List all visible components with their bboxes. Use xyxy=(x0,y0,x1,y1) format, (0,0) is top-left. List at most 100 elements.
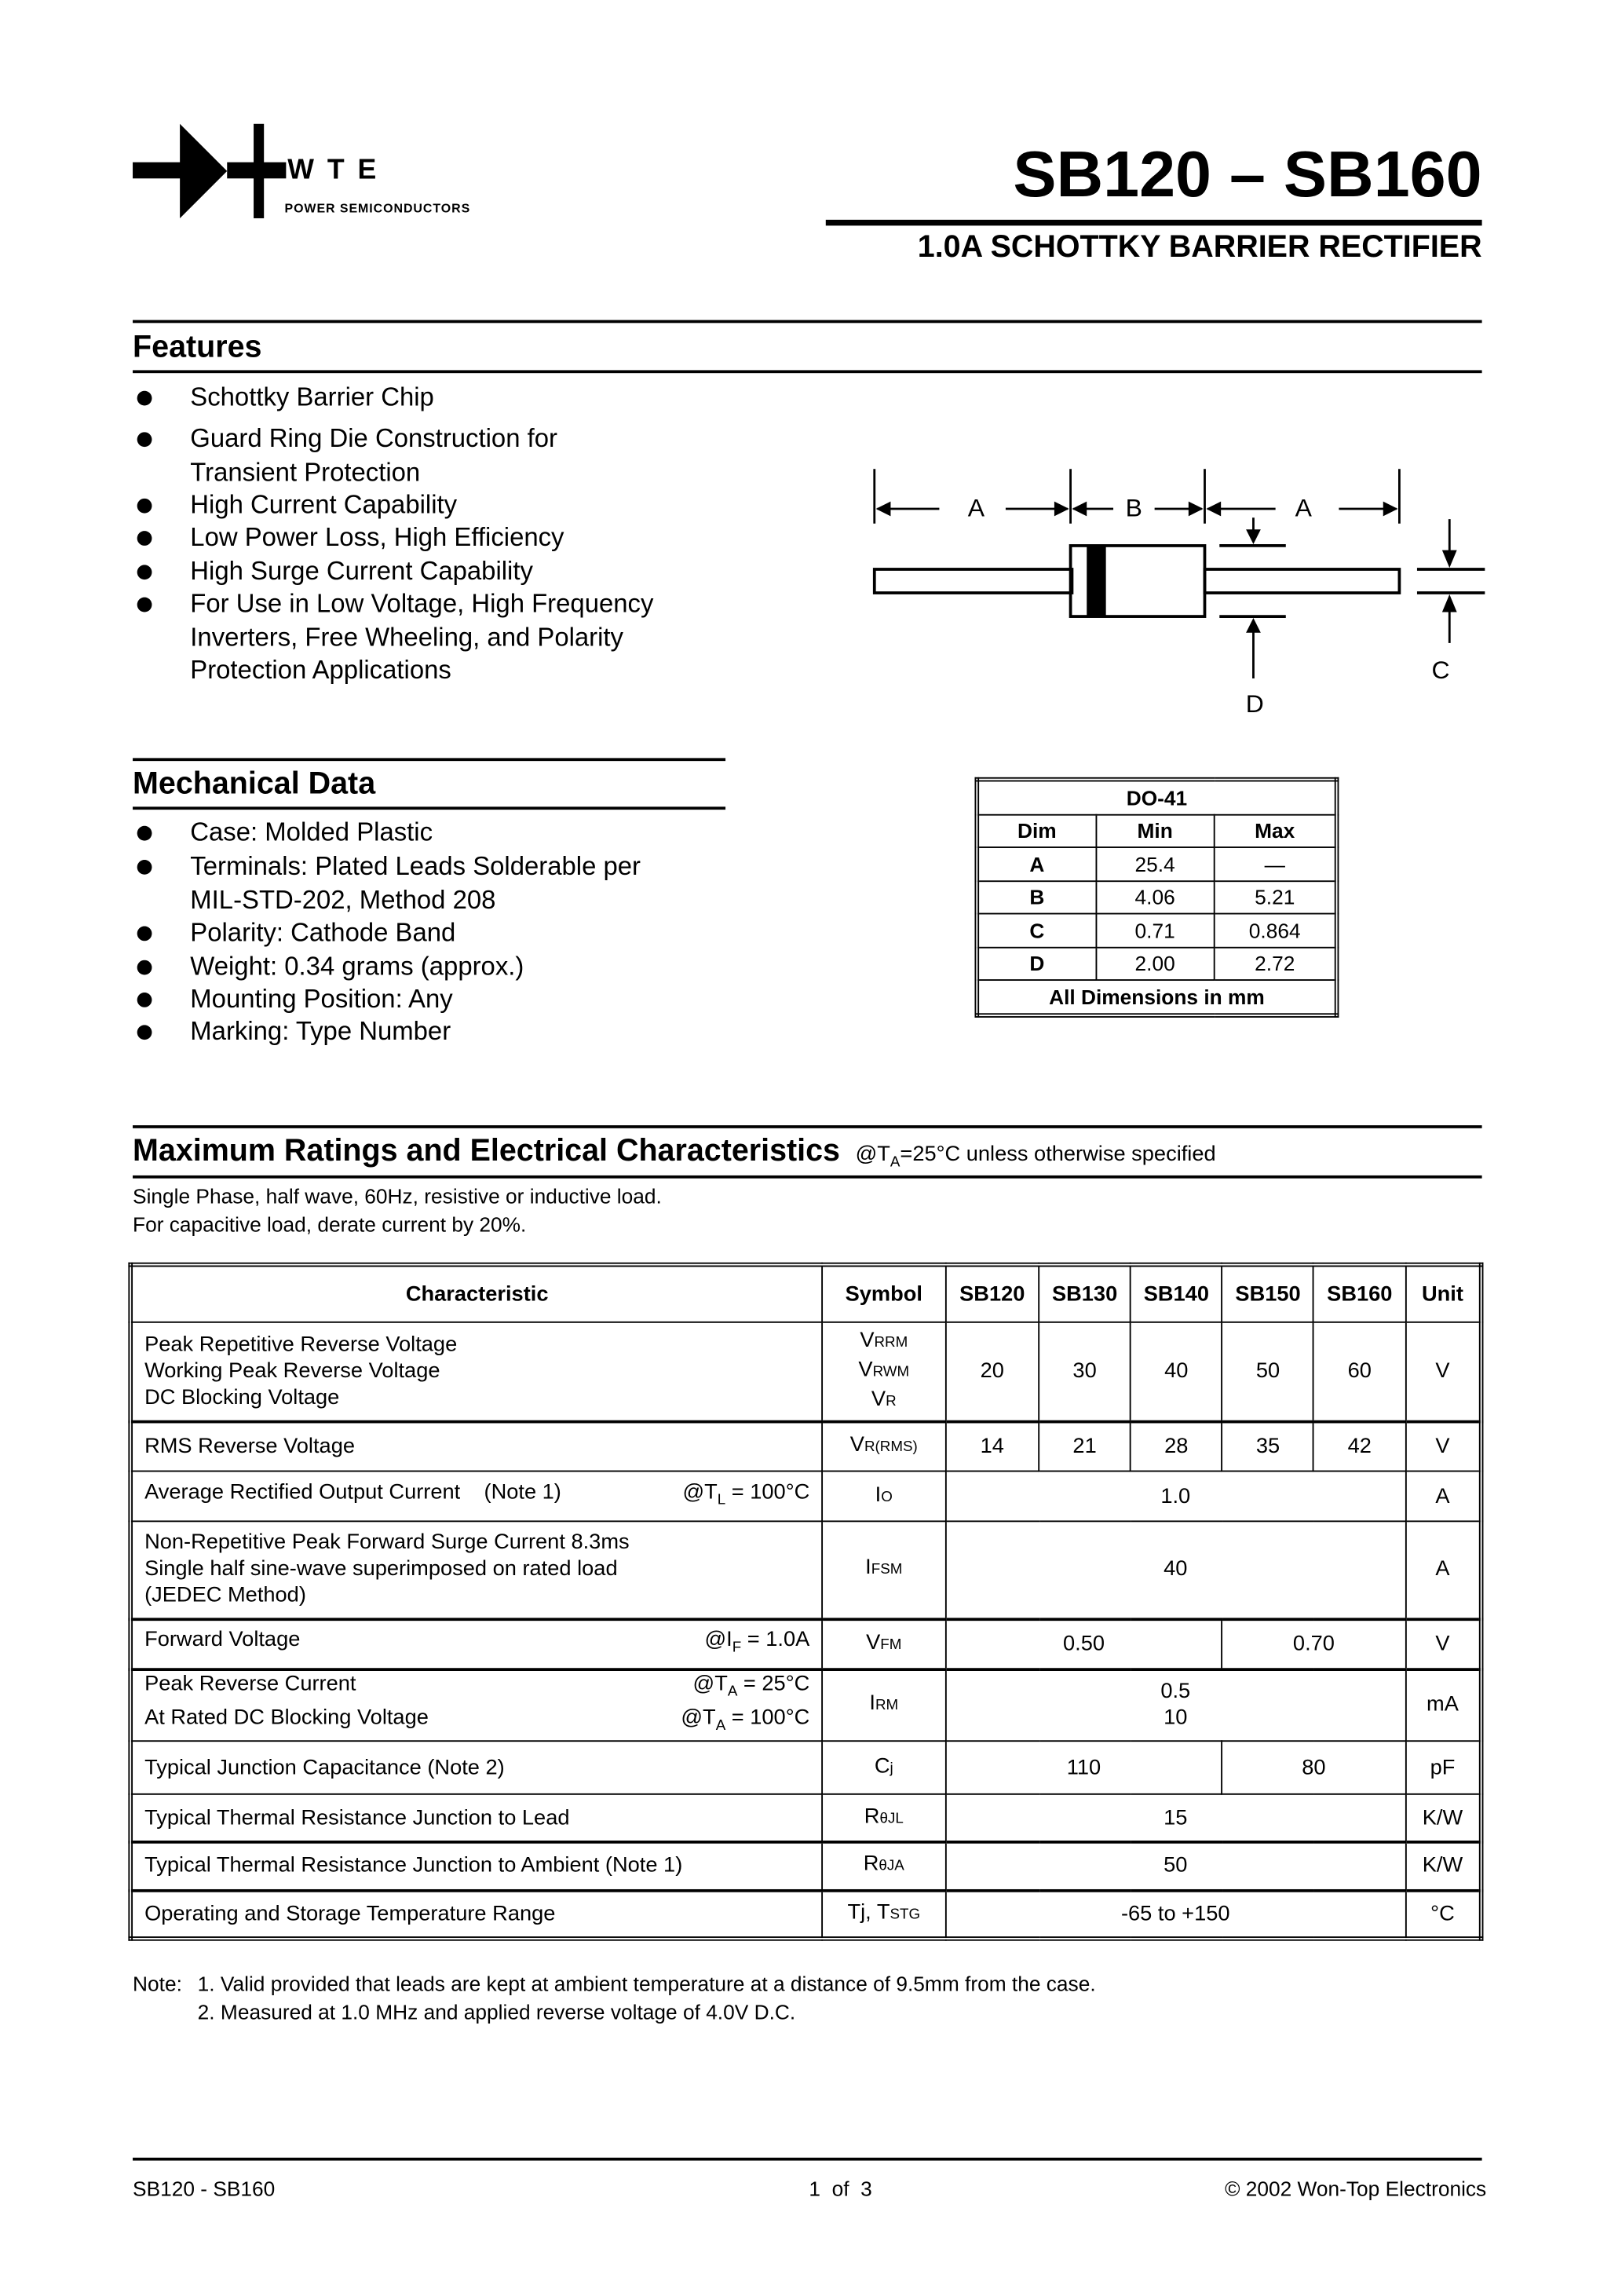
dimensions-footer: All Dimensions in mm xyxy=(976,979,1338,1016)
characteristic-cell: Typical Thermal Resistance Junction to L… xyxy=(130,1793,824,1843)
ratings-note: Single Phase, half wave, 60Hz, resistive… xyxy=(133,1184,662,1208)
characteristic-cell: Operating and Storage Temperature Range xyxy=(130,1888,824,1940)
footer-rule xyxy=(133,2157,1482,2161)
dim-cell: 5.21 xyxy=(1213,879,1338,915)
unit-cell: A xyxy=(1405,1520,1482,1620)
divider xyxy=(133,806,726,810)
col-header: SB140 xyxy=(1130,1263,1223,1323)
symbol-cell: IFSM xyxy=(821,1520,947,1620)
col-header: Dim xyxy=(976,813,1097,848)
symbol-cell: IO xyxy=(821,1470,947,1523)
dim-cell: 0.71 xyxy=(1094,912,1215,948)
col-header: SB150 xyxy=(1221,1263,1315,1323)
col-header: Symbol xyxy=(821,1263,947,1323)
dim-row: B 4.06 5.21 xyxy=(976,879,1338,915)
symbol-cell: Tj, TSTG xyxy=(821,1888,947,1940)
divider xyxy=(133,1175,1482,1179)
value-cell: 50 xyxy=(1221,1321,1315,1422)
symbol-cell: RθJA xyxy=(821,1840,947,1892)
note-2: 2. Measured at 1.0 MHz and applied rever… xyxy=(197,1999,796,2024)
notes-label: Note: xyxy=(133,1972,182,1996)
value-cell: 0.70 xyxy=(1221,1617,1407,1670)
dim-row: D 2.00 2.72 xyxy=(976,945,1338,981)
ratings-heading-line: Maximum Ratings and Electrical Character… xyxy=(133,1134,1216,1171)
features-heading: Features xyxy=(133,330,262,364)
value-cell: 21 xyxy=(1038,1419,1131,1472)
characteristic-cell: Peak Repetitive Reverse Voltage Working P… xyxy=(130,1321,824,1422)
value-cell: 0.50 xyxy=(944,1617,1223,1670)
unit-cell: K/W xyxy=(1405,1793,1482,1843)
characteristic-cell: Non-Repetitive Peak Forward Surge Curren… xyxy=(130,1520,824,1620)
value-cell: 28 xyxy=(1130,1419,1223,1472)
symbol-cell: VR(RMS) xyxy=(821,1419,947,1472)
value-cell: 35 xyxy=(1221,1419,1315,1472)
table-row-cj: Typical Junction Capacitance (Note 2) Cj 1… xyxy=(130,1740,1482,1796)
dim-label-d: D xyxy=(1246,689,1264,718)
dim-cell: 25.4 xyxy=(1094,846,1215,882)
table-row-tj: Operating and Storage Temperature Range T… xyxy=(130,1888,1482,1940)
dim-row: A 25.4— xyxy=(976,846,1338,882)
value-cell: 80 xyxy=(1221,1740,1407,1796)
characteristic-cell: Peak Reverse Current @TA = 25°C At Rated D… xyxy=(130,1667,824,1742)
characteristic-cell: RMS Reverse Voltage xyxy=(130,1419,824,1472)
unit-cell: mA xyxy=(1405,1667,1482,1742)
bullet-icon xyxy=(137,565,152,580)
dim-cell: — xyxy=(1213,846,1338,882)
value-cell: 20 xyxy=(944,1321,1040,1422)
value-cell: 14 xyxy=(944,1419,1040,1472)
bullet-icon xyxy=(137,859,152,875)
item-text: High Surge Current Capability xyxy=(190,556,533,586)
dim-row: C 0.71 0.864 xyxy=(976,912,1338,948)
table-row-vrms: RMS Reverse Voltage VR(RMS) 14 21 28 35 42 V xyxy=(130,1419,1482,1472)
item-text: Low Power Loss, High Efficiency xyxy=(190,521,564,552)
value-cell: 15 xyxy=(944,1793,1407,1843)
ratings-heading: Maximum Ratings and Electrical Character… xyxy=(133,1134,840,1168)
item-text: For Use in Low Voltage, High Frequency xyxy=(190,588,654,618)
value-cell: 40 xyxy=(944,1520,1407,1620)
divider xyxy=(133,758,726,762)
col-header: SB160 xyxy=(1313,1263,1407,1323)
item-text: Terminals: Plated Leads Solderable per xyxy=(190,850,641,881)
col-header: Min xyxy=(1094,813,1215,848)
dim-label-b: B xyxy=(1126,493,1142,521)
col-header: Characteristic xyxy=(130,1263,824,1323)
dim-cell: 2.72 xyxy=(1213,945,1338,981)
bullet-icon xyxy=(137,993,152,1007)
ratings-table: Characteristic Symbol SB120 SB130 SB140 SB150… xyxy=(128,1262,1484,1942)
item-text: MIL-STD-202, Method 208 xyxy=(190,883,496,914)
table-row-vrrm: Peak Repetitive Reverse Voltage Working P… xyxy=(130,1321,1482,1422)
bullet-icon xyxy=(137,926,152,941)
bullet-icon xyxy=(137,498,152,514)
characteristic-cell: Typical Thermal Resistance Junction to A… xyxy=(130,1840,824,1892)
bullet-icon xyxy=(137,390,152,406)
page-subtitle: 1.0A SCHOTTKY BARRIER RECTIFIER xyxy=(917,229,1482,265)
mechanical-heading: Mechanical Data xyxy=(133,766,376,801)
characteristic-cell: Typical Junction Capacitance (Note 2) xyxy=(130,1740,824,1796)
unit-cell: K/W xyxy=(1405,1840,1482,1892)
bullet-icon xyxy=(137,960,152,975)
symbol-cell: VFM xyxy=(821,1617,947,1670)
table-row-irm: Peak Reverse Current @TA = 25°C At Rated D… xyxy=(130,1667,1482,1742)
logo-text: WTE xyxy=(287,155,390,186)
value-cell: -65 to +150 xyxy=(944,1888,1407,1940)
unit-cell: V xyxy=(1405,1321,1482,1422)
value-cell: 0.5 10 xyxy=(944,1667,1407,1742)
item-text: Case: Molded Plastic xyxy=(190,817,433,847)
dim-cell: C xyxy=(976,912,1097,948)
bullet-icon xyxy=(137,531,152,546)
characteristic-cell: Average Rectified Output Current (Note 1… xyxy=(130,1470,824,1523)
page-number: 1 of 3 xyxy=(809,2177,872,2201)
diode-logo-icon xyxy=(133,123,287,218)
bullet-icon xyxy=(137,825,152,841)
note-1: 1. Valid provided that leads are kept at… xyxy=(197,1972,1096,1996)
item-text: Mounting Position: Any xyxy=(190,983,453,1014)
symbol-cell: VRRM VRWM VR xyxy=(821,1321,947,1422)
item-text: Inverters, Free Wheeling, and Polarity xyxy=(190,621,624,652)
divider xyxy=(133,320,1482,324)
logo-subtext: POWER SEMICONDUCTORS xyxy=(284,200,471,216)
table-header-row: Characteristic Symbol SB120 SB130 SB140 SB150… xyxy=(130,1263,1482,1323)
characteristic-cell: Forward Voltage @IF = 1.0A xyxy=(130,1617,824,1670)
item-text: Polarity: Cathode Band xyxy=(190,917,456,947)
value-cell: 50 xyxy=(944,1840,1407,1892)
